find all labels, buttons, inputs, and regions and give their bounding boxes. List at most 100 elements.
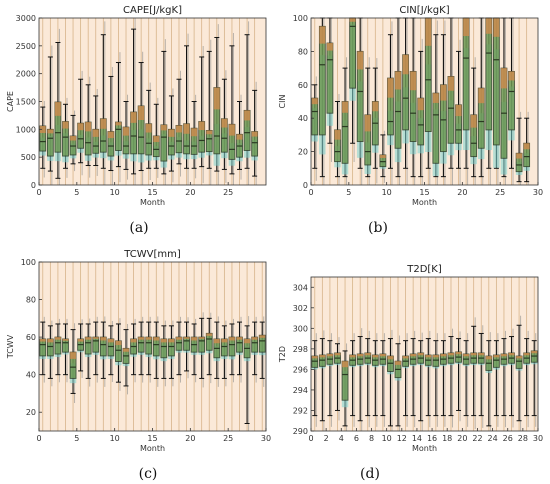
box-upper — [191, 128, 198, 137]
box-upper — [130, 338, 137, 343]
box-upper — [508, 71, 515, 81]
box-upper — [236, 134, 243, 140]
box-upper — [183, 123, 190, 134]
box — [62, 338, 69, 353]
y-axis-label: T2D — [278, 346, 287, 363]
y-tick-label: 292 — [293, 406, 308, 415]
panel-caption: (a) — [129, 220, 148, 236]
x-tick-label: 2 — [324, 434, 329, 443]
box-upper — [432, 355, 439, 358]
box-upper — [85, 337, 92, 340]
box-upper — [395, 361, 401, 365]
x-axis-label: Month — [412, 444, 437, 453]
plot-background — [39, 18, 266, 185]
box-upper — [160, 124, 167, 131]
box-upper — [62, 121, 69, 129]
box-upper — [39, 338, 46, 342]
plot-background — [311, 18, 538, 185]
x-tick-label: 10 — [382, 434, 392, 443]
x-tick-label: 24 — [488, 434, 498, 443]
box-upper — [251, 337, 258, 340]
box-upper — [455, 351, 462, 355]
box-upper — [138, 105, 145, 120]
x-tick-label: 30 — [533, 188, 543, 197]
x-tick-label: 0 — [36, 188, 41, 197]
y-tick-label: 500 — [21, 153, 36, 162]
x-tick-label: 0 — [308, 188, 313, 197]
x-tick-label: 12 — [397, 434, 407, 443]
box-upper — [349, 18, 356, 22]
box-upper — [417, 352, 424, 356]
y-tick-label: 40 — [298, 114, 308, 123]
y-tick-label: 0 — [303, 181, 308, 190]
chart-title: T2D[K] — [406, 264, 442, 275]
x-tick-label: 26 — [503, 434, 513, 443]
y-tick-label: 60 — [26, 333, 36, 342]
box-upper — [153, 337, 160, 341]
box-upper — [47, 338, 54, 343]
box-upper — [485, 18, 492, 34]
box-upper — [138, 337, 145, 340]
plot-frame — [310, 276, 539, 432]
box-upper — [244, 110, 251, 121]
x-tick-label: 20 — [185, 188, 195, 197]
x-tick-label: 28 — [518, 434, 528, 443]
y-axis-label: TCWV — [6, 334, 15, 359]
box-upper — [183, 337, 190, 339]
box-upper — [448, 76, 454, 91]
box-upper — [326, 43, 333, 51]
x-tick-label: 10 — [382, 188, 392, 197]
box-upper — [402, 54, 409, 75]
x-tick-label: 15 — [147, 434, 157, 443]
box — [326, 42, 334, 114]
y-tick-label: 20 — [26, 408, 36, 417]
box-upper — [206, 333, 213, 336]
box-upper — [425, 355, 432, 358]
chart-panel-1: 0 500 1000 1500 2000 2500 3000 0 5 10 15 20 25 CAPE[J… — [6, 5, 267, 236]
y-tick-label: 2500 — [16, 42, 36, 51]
box-upper — [236, 337, 243, 340]
box-upper — [516, 356, 523, 359]
x-axis-label: Month — [140, 198, 165, 207]
box-upper — [470, 352, 477, 356]
box-upper — [176, 337, 182, 340]
box-upper — [311, 98, 318, 105]
box-upper — [372, 355, 379, 358]
box-upper — [107, 131, 114, 139]
box-upper — [342, 101, 349, 113]
box-upper — [470, 114, 477, 128]
box-upper — [191, 337, 198, 341]
box-upper — [168, 129, 175, 137]
box-upper — [364, 114, 371, 132]
y-tick-label: 0 — [31, 181, 36, 190]
box-upper — [342, 361, 349, 368]
x-tick-label: 5 — [74, 188, 79, 197]
y-tick-label: 80 — [298, 47, 308, 56]
box-upper — [85, 122, 92, 132]
box-upper — [228, 337, 235, 341]
box-upper — [425, 18, 432, 46]
box-upper — [206, 130, 213, 135]
box-upper — [357, 51, 364, 70]
x-tick-label: 30 — [533, 434, 543, 443]
box-upper — [100, 118, 107, 129]
box-upper — [92, 337, 99, 339]
box-upper — [500, 354, 507, 357]
x-tick-label: 25 — [223, 434, 233, 443]
box — [349, 17, 357, 89]
x-tick-label: 5 — [346, 188, 351, 197]
x-tick-label: 22 — [472, 434, 482, 443]
box-upper — [123, 127, 129, 136]
y-tick-label: 2000 — [16, 70, 36, 79]
box-upper — [213, 338, 220, 344]
box-upper — [213, 87, 220, 110]
box-upper — [77, 123, 84, 131]
box-upper — [364, 352, 371, 356]
x-tick-label: 20 — [457, 188, 467, 197]
box-upper — [387, 78, 394, 98]
box-upper — [478, 352, 485, 356]
box-upper — [145, 123, 152, 133]
x-tick-label: 10 — [110, 188, 120, 197]
box-upper — [100, 337, 107, 341]
panel-caption: (d) — [360, 466, 380, 482]
